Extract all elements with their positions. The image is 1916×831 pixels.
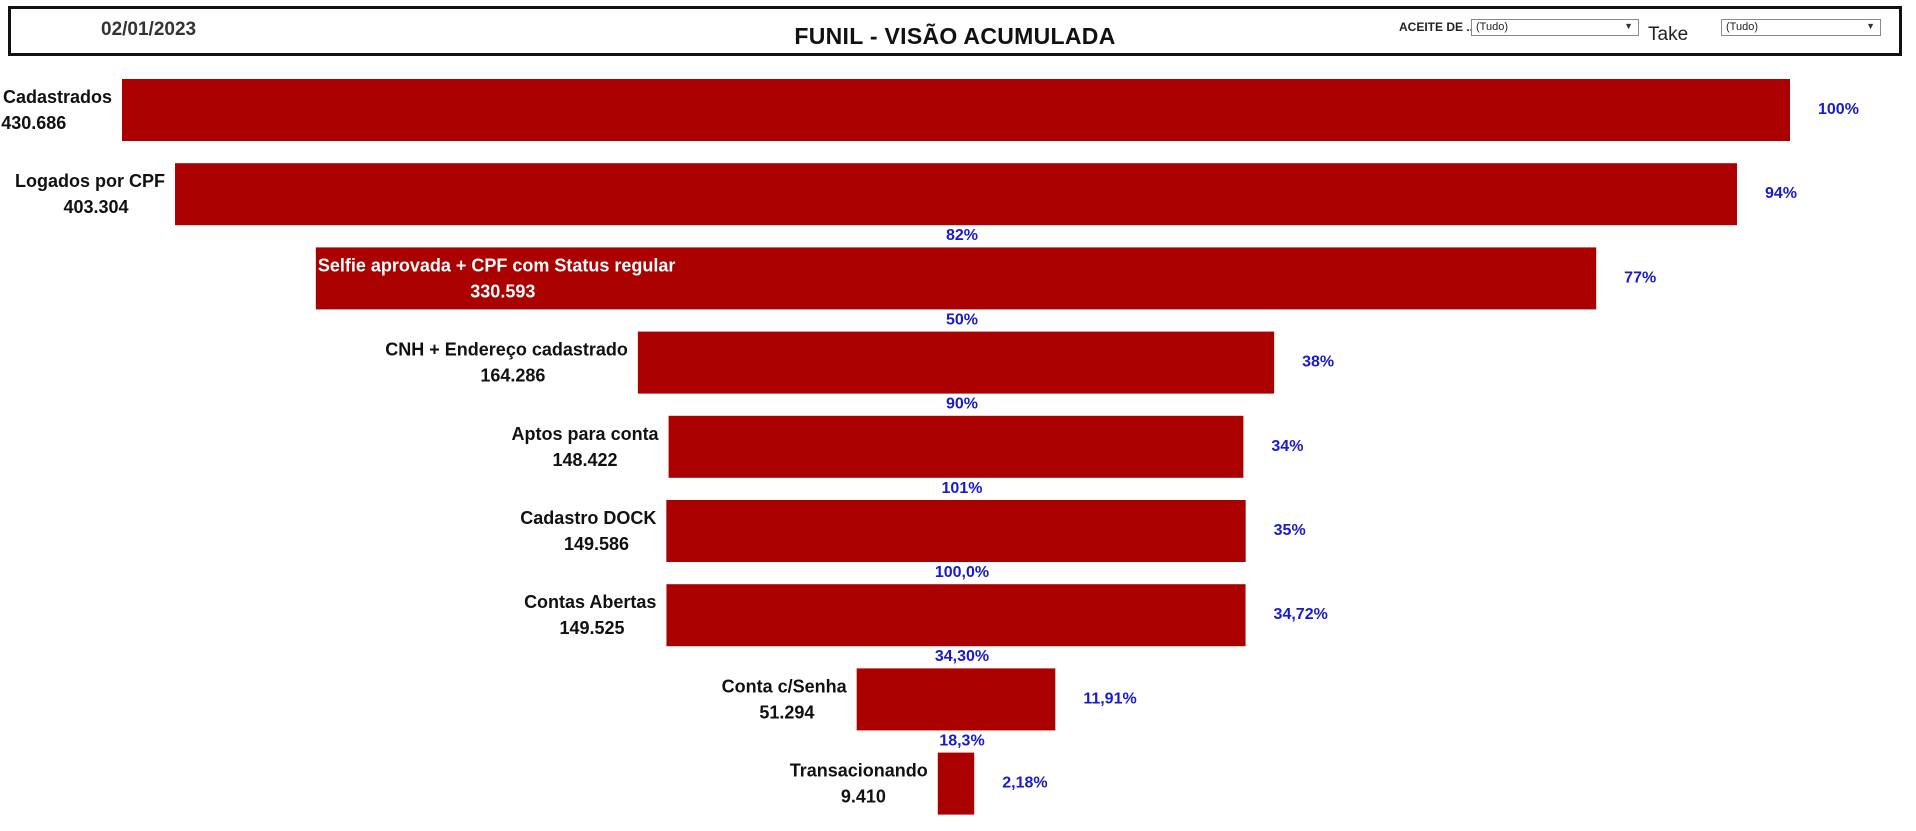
stage-name-label: CPF’s Cadastrados [0, 87, 112, 107]
stage-name-label: Logados por CPF [15, 171, 165, 191]
filter-aceite-select[interactable]: (Tudo) ▼ [1471, 19, 1639, 36]
report-date: 02/01/2023 [101, 19, 197, 40]
stage-name-label: Aptos para conta [512, 424, 660, 444]
pct-of-total-label: 2,18% [1002, 775, 1047, 792]
chevron-down-icon: ▼ [1866, 21, 1875, 31]
stage-value-label: 164.286 [480, 366, 545, 386]
pct-of-total-label: 94% [1765, 185, 1797, 202]
stage-value-label: 403.304 [63, 197, 128, 217]
filter-take-value: (Tudo) [1726, 21, 1758, 33]
stage-name-label: Selfie aprovada + CPF com Status regular [318, 255, 676, 275]
stage-value-label: 51.294 [759, 702, 814, 722]
pct-of-total-label: 100% [1818, 101, 1859, 118]
funnel-bar [666, 500, 1246, 562]
step-conversion-label: 100,0% [935, 564, 989, 581]
filter-aceite-label: ACEITE DE ... [1399, 20, 1477, 34]
stage-name-label: Transacionando [790, 761, 928, 781]
funnel-bar [668, 415, 1244, 478]
header-bar: 02/01/2023 FUNIL - VISÃO ACUMULADA ACEIT… [8, 6, 1902, 56]
stage-value-label: 149.586 [564, 534, 629, 554]
stage-name-label: CNH + Endereço cadastrado [385, 340, 628, 360]
filter-take-select[interactable]: (Tudo) ▼ [1721, 19, 1881, 36]
pct-of-total-label: 38% [1302, 354, 1334, 371]
step-conversion-label: 34,30% [935, 648, 989, 665]
filter-aceite-value: (Tudo) [1476, 21, 1508, 33]
stage-value-label: 330.593 [470, 281, 535, 301]
stage-value-label: 9.410 [841, 787, 886, 807]
funnel-bar [856, 668, 1056, 731]
funnel-bar [637, 331, 1275, 394]
step-conversion-label: 101% [942, 480, 983, 497]
pct-of-total-label: 34% [1271, 438, 1303, 455]
pct-of-total-label: 11,91% [1083, 690, 1136, 707]
funnel-bar [122, 79, 1790, 141]
page-title: FUNIL - VISÃO ACUMULADA [794, 23, 1116, 49]
stage-name-label: Contas Abertas [524, 592, 656, 612]
step-conversion-label: 82% [946, 227, 978, 244]
stage-value-label: 148.422 [552, 450, 617, 470]
stage-name-label: Cadastro DOCK [520, 508, 656, 528]
funnel-bar [666, 584, 1246, 647]
stage-value-label: 430.686 [1, 113, 66, 133]
pct-of-total-label: 35% [1274, 522, 1306, 539]
pct-of-total-label: 34,72% [1274, 606, 1328, 623]
filter-take-label: Take [1648, 24, 1689, 45]
step-conversion-label: 50% [946, 311, 978, 328]
funnel-bar [315, 247, 1597, 310]
funnel-bar [175, 163, 1737, 226]
pct-of-total-label: 77% [1624, 269, 1656, 286]
step-conversion-label: 90% [946, 396, 978, 413]
chevron-down-icon: ▼ [1624, 21, 1633, 31]
funnel-bar [937, 752, 975, 815]
stage-value-label: 149.525 [560, 618, 625, 638]
stage-name-label: Conta c/Senha [722, 676, 848, 696]
step-conversion-label: 18,3% [939, 732, 984, 749]
